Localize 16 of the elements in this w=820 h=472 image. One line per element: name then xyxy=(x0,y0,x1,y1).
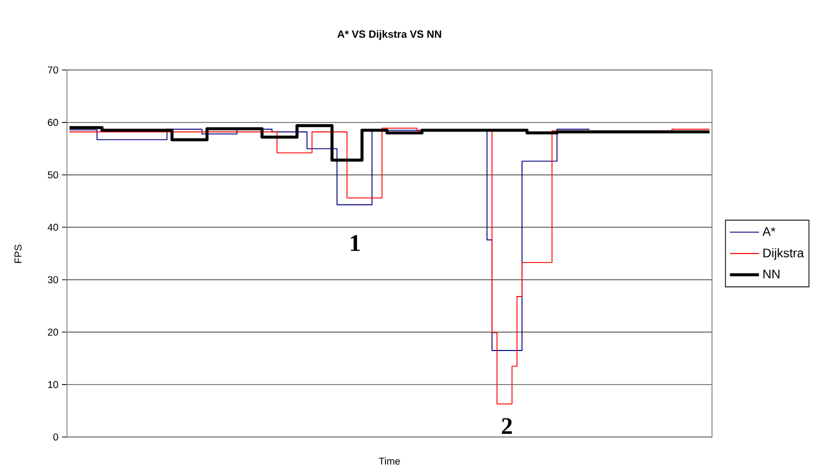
y-tick-label: 40 xyxy=(48,224,58,231)
y-tick-label: 0 xyxy=(53,433,58,441)
annotation: 2 xyxy=(502,418,512,434)
y-tick-label: 50 xyxy=(48,171,58,178)
y-tick-label: 10 xyxy=(48,381,58,388)
chart-title: A* VS Dijkstra VS NN xyxy=(337,30,442,40)
y-tick-label: 70 xyxy=(48,66,58,74)
y-tick-label: 20 xyxy=(48,328,58,336)
legend-label: Dijkstra xyxy=(763,248,804,260)
legend-label: NN xyxy=(763,270,780,278)
x-axis-title: Time xyxy=(378,457,400,465)
legend-label: A* xyxy=(762,227,776,236)
annotation: 1 xyxy=(350,235,360,251)
y-tick-label: 60 xyxy=(48,118,58,126)
y-tick-label: 30 xyxy=(48,276,58,284)
y-axis-title: FPS xyxy=(14,244,22,263)
